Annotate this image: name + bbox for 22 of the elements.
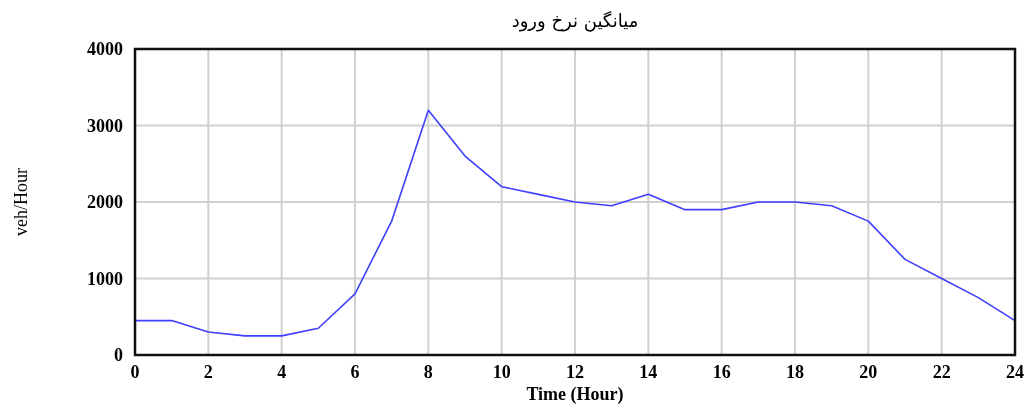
y-axis-title: veh/Hour [11,168,31,236]
x-tick-label: 2 [203,362,213,382]
x-tick-label: 0 [130,362,140,382]
y-tick-label: 3000 [87,115,123,136]
x-tick-label: 20 [859,362,878,382]
x-axis-title: Time (Hour) [526,384,624,405]
y-tick-label: 0 [114,345,123,365]
x-tick-label: 18 [786,362,804,382]
x-tick-label: 24 [1006,362,1024,382]
x-tick-label: 6 [350,362,360,382]
chart-title: میانگین نرخ ورود [511,10,639,32]
x-tick-label: 14 [639,362,658,382]
y-tick-label: 2000 [87,192,123,212]
y-tick-label: 1000 [87,268,123,289]
x-tick-label: 16 [712,362,731,382]
x-tick-label: 4 [277,362,287,382]
x-tick-label: 12 [566,362,584,382]
line-series [134,109,1016,337]
y-tick-label: 4000 [87,39,123,59]
x-tick-label: 10 [492,362,511,382]
x-tick-label: 8 [423,362,433,382]
x-tick-label: 22 [932,362,951,382]
